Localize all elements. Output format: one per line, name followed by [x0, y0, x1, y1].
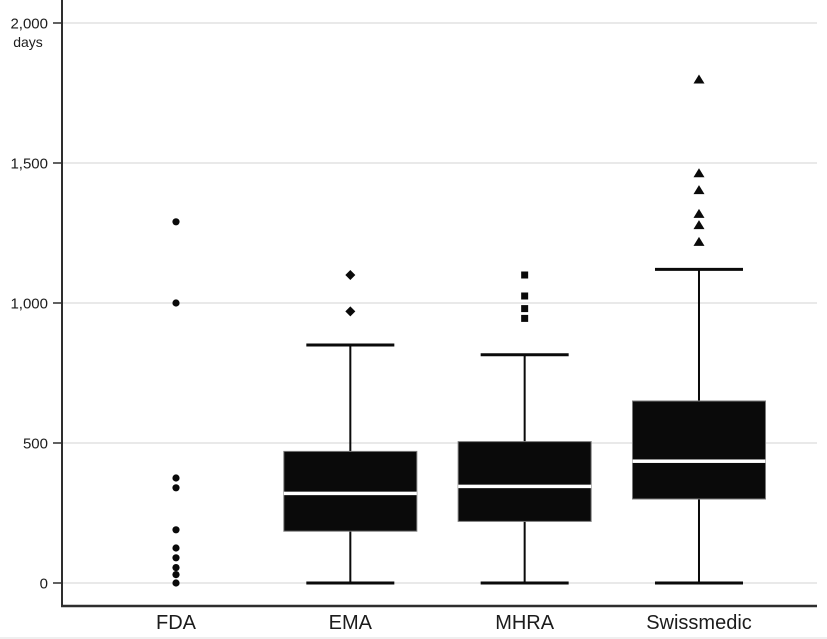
- median-line: [458, 484, 592, 489]
- data-point-circle: [172, 474, 180, 482]
- data-point-circle: [172, 218, 180, 226]
- y-tick-label: 500: [23, 436, 48, 453]
- outlier-marker-triangle: [693, 168, 705, 178]
- outlier-marker-square: [521, 271, 529, 279]
- y-tick-label: 2,000: [10, 16, 48, 33]
- data-point-circle: [172, 579, 180, 587]
- box-iqr: [457, 441, 592, 522]
- data-point-circle: [172, 554, 180, 562]
- data-point-circle: [172, 564, 180, 572]
- outlier-marker-diamond: [345, 306, 356, 317]
- x-category-label: MHRA: [495, 612, 555, 634]
- outlier-marker-triangle: [693, 220, 705, 230]
- outlier-marker-triangle: [693, 236, 705, 246]
- y-tick-label: 0: [40, 576, 48, 593]
- outlier-marker-triangle: [693, 185, 705, 195]
- outlier-marker-triangle: [693, 74, 705, 84]
- x-category-label: Swissmedic: [646, 612, 752, 634]
- outlier-marker-square: [521, 314, 529, 322]
- data-point-circle: [172, 484, 180, 492]
- outlier-marker-square: [521, 292, 529, 300]
- data-point-circle: [172, 526, 180, 534]
- data-point-circle: [172, 571, 180, 579]
- median-line: [283, 491, 417, 496]
- data-point-circle: [172, 299, 180, 307]
- outlier-marker-square: [521, 305, 529, 313]
- outlier-marker-triangle: [693, 208, 705, 218]
- x-category-label: FDA: [156, 612, 197, 634]
- y-tick-label: 1,000: [10, 296, 48, 313]
- x-category-label: EMA: [329, 612, 373, 634]
- box-iqr: [631, 400, 766, 500]
- median-line: [632, 459, 766, 463]
- y-axis-unit-label: days: [13, 34, 43, 50]
- outlier-marker-diamond: [345, 270, 356, 280]
- figure-bottom-edge: [0, 637, 827, 639]
- box-iqr: [283, 450, 418, 532]
- y-tick-label: 1,500: [10, 156, 48, 173]
- data-point-circle: [172, 544, 180, 552]
